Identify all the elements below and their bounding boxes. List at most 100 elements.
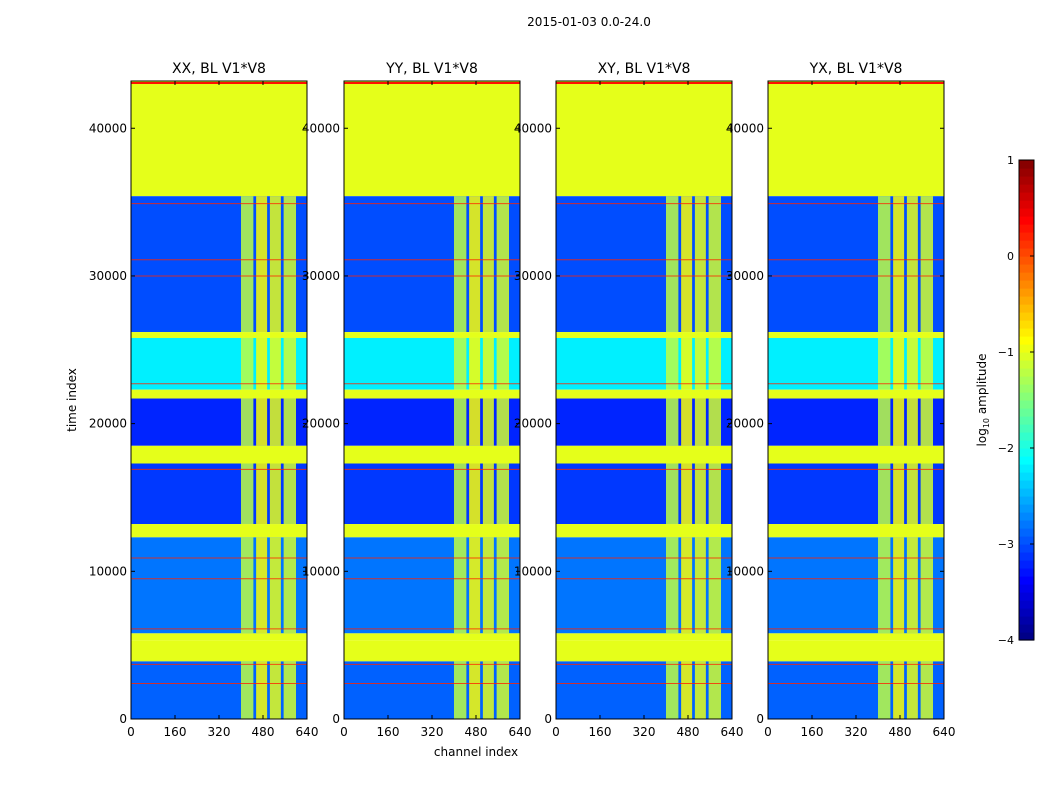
bright-column-3: [708, 463, 721, 525]
time-band-10: [344, 633, 520, 641]
panels-group: XX, BL V1*V8 0 160 320 480 640 0 10000 20000 3000…: [65, 61, 955, 759]
colorbar-segment: [1019, 416, 1034, 425]
bright-column-2: [906, 196, 918, 333]
colorbar-segment: [1019, 240, 1034, 249]
y-tick-label: 0: [332, 712, 340, 726]
colorbar-tick-label: −4: [998, 634, 1014, 647]
bright-column-0: [666, 196, 679, 333]
colorbar-segment: [1019, 440, 1034, 449]
x-tick-label: 640: [509, 725, 532, 739]
bright-column-0: [241, 661, 254, 719]
y-tick-label: 20000: [302, 417, 340, 431]
colorbar-segment: [1019, 248, 1034, 257]
colorbar-segment: [1019, 600, 1034, 609]
time-band-2: [131, 332, 307, 338]
time-band-8: [131, 524, 307, 538]
time-band-4: [344, 389, 520, 399]
time-band-6: [556, 445, 732, 464]
colorbar-segment: [1019, 352, 1034, 361]
bright-column-2: [906, 337, 918, 390]
colorbar-segment: [1019, 528, 1034, 537]
colorbar-segment: [1019, 336, 1034, 345]
y-tick-label: 40000: [302, 121, 340, 135]
y-tick-label: 20000: [89, 417, 127, 431]
x-tick-label: 640: [296, 725, 319, 739]
bright-column-3: [708, 537, 721, 634]
colorbar-segment: [1019, 432, 1034, 441]
time-band-11: [344, 640, 520, 662]
colorbar-tick-label: −1: [998, 346, 1014, 359]
bright-column-3: [920, 537, 933, 634]
time-band-0: [344, 81, 520, 197]
bright-column-3: [283, 661, 296, 719]
figure-title: 2015-01-03 0.0-24.0: [527, 15, 651, 29]
bright-column-1: [893, 398, 905, 446]
x-tick-label: 0: [127, 725, 135, 739]
colorbar-segment: [1019, 520, 1034, 529]
time-band-4: [768, 389, 944, 399]
colorbar-segment: [1019, 344, 1034, 353]
bright-column-2: [269, 463, 281, 525]
colorbar-label: log10 amplitude: [975, 354, 991, 447]
colorbar-segment: [1019, 512, 1034, 521]
bright-column-3: [708, 337, 721, 390]
bright-column-3: [496, 463, 509, 525]
bright-column-2: [694, 463, 706, 525]
bright-column-1: [469, 537, 481, 634]
colorbar-segment: [1019, 184, 1034, 193]
panel-1: YY, BL V1*V8 0 160 320 480 640 0 10000 20000 3000…: [302, 61, 532, 759]
bright-column-0: [454, 196, 467, 333]
colorbar-segment: [1019, 304, 1034, 313]
x-tick-label: 0: [340, 725, 348, 739]
bright-column-2: [906, 463, 918, 525]
colorbar-segment: [1019, 328, 1034, 337]
bright-column-2: [694, 398, 706, 446]
time-band-8: [344, 524, 520, 538]
x-tick-label: 320: [633, 725, 656, 739]
panel-3: YX, BL V1*V8 0 160 320 480 640 0 10000 20000 3000…: [726, 61, 956, 739]
panel-2: XY, BL V1*V8 0 160 320 480 640 0 10000 20000 3000…: [514, 61, 744, 739]
colorbar-segment: [1019, 264, 1034, 273]
y-tick-label: 40000: [726, 121, 764, 135]
x-tick-label: 0: [552, 725, 560, 739]
bright-column-1: [256, 537, 268, 634]
colorbar-segment: [1019, 296, 1034, 305]
colorbar-segment: [1019, 288, 1034, 297]
x-tick-label: 640: [721, 725, 744, 739]
colorbar: 1 0 −1 −2 −3 −4: [998, 154, 1035, 647]
time-band-6: [131, 445, 307, 464]
bright-column-2: [269, 661, 281, 719]
y-tick-label: 30000: [89, 269, 127, 283]
time-band-2: [556, 332, 732, 338]
bright-column-0: [666, 337, 679, 390]
x-tick-label: 480: [252, 725, 275, 739]
colorbar-segment: [1019, 472, 1034, 481]
time-band-6: [768, 445, 944, 464]
time-band-2: [344, 332, 520, 338]
bright-column-1: [256, 463, 268, 525]
y-tick-label: 40000: [89, 121, 127, 135]
bright-column-1: [469, 196, 481, 333]
bright-column-2: [482, 661, 494, 719]
bright-column-1: [681, 463, 693, 525]
bright-column-2: [482, 196, 494, 333]
y-tick-label: 30000: [726, 269, 764, 283]
colorbar-segment: [1019, 168, 1034, 177]
bright-column-3: [708, 196, 721, 333]
bright-column-0: [666, 537, 679, 634]
bright-column-3: [496, 398, 509, 446]
time-band-11: [556, 640, 732, 662]
bright-column-0: [241, 398, 254, 446]
colorbar-segment: [1019, 224, 1034, 233]
colorbar-segment: [1019, 400, 1034, 409]
colorbar-segment: [1019, 280, 1034, 289]
colorbar-segment: [1019, 616, 1034, 625]
time-band-4: [131, 389, 307, 399]
bright-column-2: [906, 537, 918, 634]
colorbar-label-main: log: [975, 428, 989, 446]
colorbar-segment: [1019, 176, 1034, 185]
bright-column-0: [454, 463, 467, 525]
colorbar-segment: [1019, 232, 1034, 241]
bright-column-1: [893, 196, 905, 333]
bright-column-1: [681, 337, 693, 390]
